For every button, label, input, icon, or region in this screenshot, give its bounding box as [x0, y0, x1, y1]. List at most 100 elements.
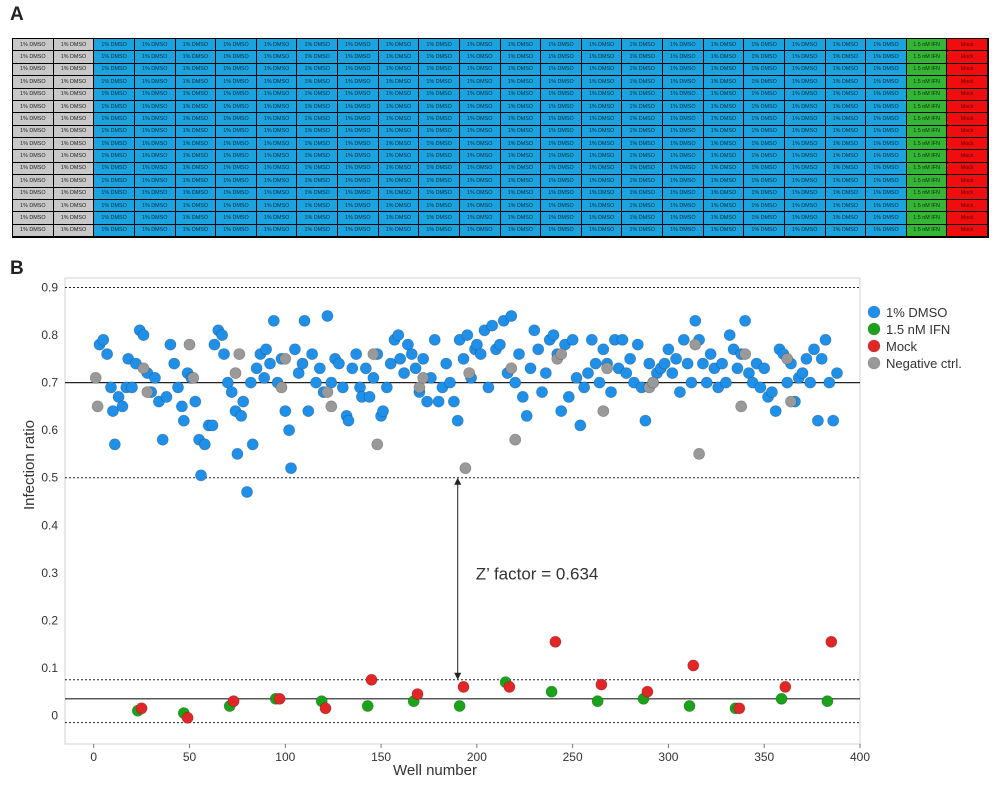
data-point: [804, 376, 817, 389]
data-point: [156, 433, 169, 446]
panel-label-b: B: [10, 258, 24, 279]
y-tick-label: 0.7: [41, 376, 58, 390]
plate-well: 1% DMSO: [663, 187, 704, 200]
plate-well: 1% DMSO: [703, 187, 745, 200]
data-point: [704, 348, 717, 360]
data-point: [769, 405, 782, 417]
plate-well: 1% DMSO: [703, 224, 745, 237]
plate-well: 1% DMSO: [459, 113, 501, 126]
data-point: [605, 386, 617, 398]
plate-well: 1% DMSO: [216, 150, 257, 163]
data-point: [775, 692, 788, 705]
data-point: [739, 314, 751, 327]
data-point: [246, 438, 259, 451]
data-point: [815, 352, 828, 365]
plate-well: 1% DMSO: [663, 76, 704, 89]
data-point: [398, 367, 410, 379]
plate-well: 1% DMSO: [784, 138, 826, 151]
plate-well: 1% DMSO: [784, 113, 826, 126]
plate-well: 1% DMSO: [297, 113, 338, 126]
plate-well: 1% DMSO: [419, 88, 460, 101]
data-point: [658, 357, 671, 370]
plate-well: 1% DMSO: [216, 76, 257, 89]
plate-well: 1% DMSO: [134, 175, 176, 188]
plot-frame: [64, 277, 861, 745]
data-point: [267, 314, 280, 327]
plate-well: 1% DMSO: [784, 63, 826, 77]
data-point: [739, 348, 751, 360]
data-point: [361, 700, 374, 712]
plate-well: 1% DMSO: [378, 88, 420, 101]
plate-well: 1% DMSO: [94, 39, 135, 52]
plate-well: 1% DMSO: [825, 51, 867, 64]
plate-well: 1% DMSO: [703, 76, 745, 89]
plate-well: 1% DMSO: [53, 199, 95, 213]
data-point: [570, 372, 583, 384]
z-factor-annotation: Z’ factor = 0.634: [476, 565, 599, 584]
plate-well: 1% DMSO: [378, 150, 420, 163]
plate-well: 1% DMSO: [703, 113, 745, 126]
plate-well: 1% DMSO: [134, 88, 176, 101]
plate-well: 1% DMSO: [256, 199, 298, 213]
plate-well: 1% DMSO: [297, 88, 338, 101]
plate-well: 1% DMSO: [581, 100, 623, 114]
plate-well: 1% DMSO: [744, 187, 785, 200]
plate-well: 1.5 nM IFN: [906, 224, 948, 237]
plate-well: 1% DMSO: [216, 63, 257, 77]
plate-well: 1% DMSO: [134, 51, 176, 64]
plate-well: 1% DMSO: [541, 224, 582, 237]
data-point: [363, 391, 376, 403]
plate-well: 1% DMSO: [13, 212, 54, 225]
plate-well: 1% DMSO: [338, 138, 379, 151]
plate-well: 1% DMSO: [825, 187, 867, 200]
plate-well: 1% DMSO: [663, 138, 704, 151]
plate-well: 1% DMSO: [459, 100, 501, 114]
plate-well: 1% DMSO: [703, 162, 745, 176]
plate-well: 1% DMSO: [459, 76, 501, 89]
plate-well: 1% DMSO: [622, 76, 663, 89]
data-point: [505, 310, 518, 322]
data-point: [216, 329, 228, 341]
data-point: [639, 414, 652, 427]
data-point: [562, 391, 575, 403]
plate-well: 1% DMSO: [825, 76, 867, 89]
plate-well: 1% DMSO: [419, 175, 460, 188]
plate-well: 1% DMSO: [256, 212, 298, 225]
data-point: [677, 333, 690, 346]
plate-well: 1% DMSO: [541, 175, 582, 188]
plate-well: 1% DMSO: [297, 162, 338, 176]
data-point: [187, 372, 200, 384]
plate-well: 1% DMSO: [297, 150, 338, 163]
x-tick-label: 250: [563, 750, 583, 764]
plate-well: 1% DMSO: [13, 162, 54, 176]
plate-well: 1.5 nM IFN: [906, 187, 948, 200]
plate-well: 1% DMSO: [13, 39, 54, 52]
data-point: [310, 376, 322, 389]
data-point: [164, 338, 177, 351]
plate-well: 1% DMSO: [338, 199, 379, 213]
data-point: [624, 352, 636, 365]
data-point: [367, 348, 380, 360]
plate-well: 1% DMSO: [338, 175, 379, 188]
plate-well: 1% DMSO: [13, 100, 54, 114]
data-point: [532, 343, 545, 356]
plate-well: 1% DMSO: [866, 63, 907, 77]
plate-well: 1% DMSO: [378, 175, 420, 188]
plate-well: 1% DMSO: [175, 76, 217, 89]
data-point: [189, 395, 202, 408]
plate-well: 1% DMSO: [663, 162, 704, 176]
plate-well: 1% DMSO: [622, 187, 663, 200]
plate-well: 1% DMSO: [500, 212, 542, 225]
y-tick-label: 0.3: [41, 566, 58, 580]
data-point: [321, 386, 334, 398]
plate-well: 1% DMSO: [541, 51, 582, 64]
data-point: [823, 376, 836, 389]
plate-well: 1% DMSO: [256, 113, 298, 126]
plate-well: 1% DMSO: [581, 63, 623, 77]
plate-well: 1% DMSO: [825, 113, 867, 126]
data-point: [367, 372, 380, 384]
data-point: [555, 405, 568, 417]
data-point: [417, 352, 430, 365]
plate-well: Mock: [947, 63, 988, 77]
plate-well: 1% DMSO: [500, 199, 542, 213]
